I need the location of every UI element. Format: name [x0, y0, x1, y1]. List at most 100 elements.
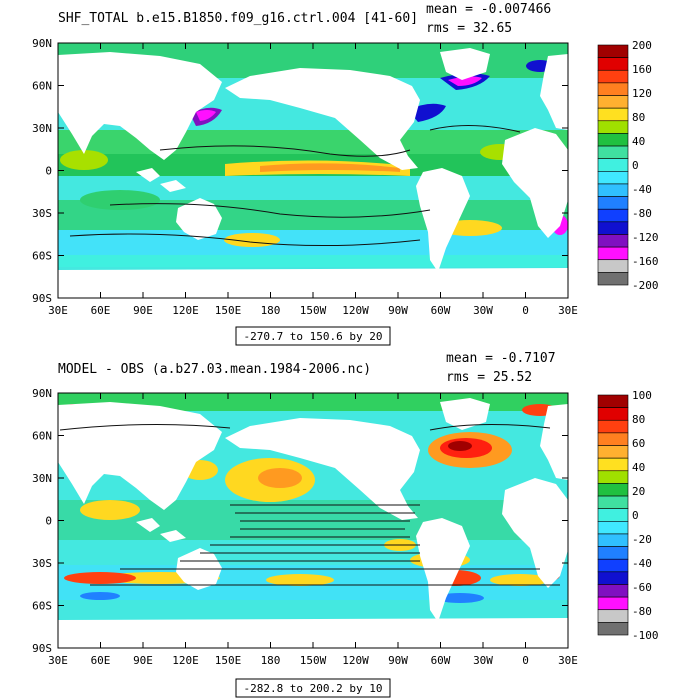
x-tick-label: 120W	[342, 654, 369, 667]
colorbar-swatch	[597, 208, 629, 223]
y-tick-label: 0	[45, 515, 52, 528]
chart-1-axes: 30E 60E 90E 120E 150E 180 150W 120W 90W 60W 30W 0 30…	[32, 37, 578, 317]
chart-2-axes: 30E 60E 90E 120E 150E 180 150W 120W 90W 60W 30W 0 30…	[32, 387, 578, 667]
x-tick-label: 90E	[133, 654, 153, 667]
y-tick-label: 60N	[32, 430, 52, 443]
colorbar-swatch	[597, 495, 629, 509]
colorbar-label: 40	[632, 461, 645, 474]
colorbar-swatch	[597, 183, 629, 197]
colorbar-label: -40	[632, 557, 652, 570]
x-tick-label: 30W	[473, 654, 493, 667]
colorbar-label: -80	[632, 605, 652, 618]
x-tick-label: 150W	[300, 304, 327, 317]
colorbar-label: 160	[632, 63, 652, 76]
x-tick-label: 30W	[473, 304, 493, 317]
colorbar-swatch	[597, 246, 629, 261]
colorbar-label: -160	[632, 255, 659, 268]
colorbar-label: 80	[632, 111, 645, 124]
colorbar-label: 120	[632, 87, 652, 100]
colorbar-swatch	[597, 259, 629, 273]
colorbar-swatch	[597, 82, 629, 96]
chart-2-range-box	[235, 678, 391, 698]
x-tick-label: 150E	[215, 654, 242, 667]
chart-1-map	[58, 43, 568, 298]
x-tick-label: 0	[522, 304, 529, 317]
colorbar-label: 0	[632, 159, 639, 172]
x-tick-label: 150E	[215, 304, 242, 317]
colorbar-swatch	[597, 558, 629, 573]
y-tick-label: 60S	[32, 600, 52, 613]
chart-2-range-text: -282.8 to 200.2 by 10	[243, 682, 382, 695]
colorbar-swatch	[597, 95, 629, 109]
x-tick-label: 30E	[558, 304, 578, 317]
chart-1-colorbar: 200 160 120 80 40 0 -40 -80 -120 -160 -200	[597, 39, 659, 292]
colorbar-swatch	[597, 445, 629, 459]
colorbar-swatch	[597, 407, 629, 421]
colorbar-swatch	[597, 234, 629, 248]
y-tick-label: 90N	[32, 37, 52, 50]
y-tick-label: 30N	[32, 472, 52, 485]
colorbar-label: -60	[632, 581, 652, 594]
colorbar-swatch	[597, 196, 629, 210]
colorbar-swatch	[597, 508, 629, 522]
x-tick-label: 180	[261, 654, 281, 667]
colorbar-swatch	[597, 133, 629, 147]
chart-2-colorbar: 100 80 60 40 20 0 -20 -40 -60 -80 -100	[597, 389, 659, 642]
colorbar-label: -20	[632, 533, 652, 546]
x-tick-label: 60W	[431, 304, 451, 317]
colorbar-swatch	[597, 609, 629, 623]
y-tick-label: 90S	[32, 642, 52, 655]
colorbar-label: 40	[632, 135, 645, 148]
colorbar-swatch	[597, 120, 629, 134]
chart-1-range-box	[235, 326, 391, 346]
colorbar-swatch	[597, 622, 629, 636]
chart-1: SHF_TOTAL b.e15.B1850.f09_g16.ctrl.004 […	[32, 2, 659, 346]
colorbar-swatch	[597, 457, 629, 472]
x-tick-label: 30E	[48, 654, 68, 667]
colorbar-swatch	[597, 546, 629, 560]
x-tick-label: 60E	[91, 654, 111, 667]
colorbar-swatch	[597, 470, 629, 484]
colorbar-swatch	[597, 107, 629, 122]
colorbar-swatch	[597, 533, 629, 547]
y-tick-label: 60N	[32, 80, 52, 93]
colorbar-label: 100	[632, 389, 652, 402]
colorbar-swatch	[597, 145, 629, 159]
colorbar-label: -200	[632, 279, 659, 292]
chart-1-range-text: -270.7 to 150.6 by 20	[243, 330, 382, 343]
chart-1-rms: rms = 32.65	[426, 21, 512, 36]
chart-2-title: MODEL - OBS (a.b27.03.mean.1984-2006.nc)	[58, 362, 371, 377]
colorbar-swatch	[597, 596, 629, 611]
colorbar-label: -120	[632, 231, 659, 244]
colorbar-label: 0	[632, 509, 639, 522]
colorbar-swatch	[597, 158, 629, 172]
colorbar-swatch	[597, 57, 629, 71]
colorbar-swatch	[597, 171, 629, 185]
colorbar-swatch	[597, 419, 629, 434]
y-tick-label: 30S	[32, 557, 52, 570]
x-tick-label: 150W	[300, 654, 327, 667]
x-tick-label: 180	[261, 304, 281, 317]
x-tick-label: 60W	[431, 654, 451, 667]
y-tick-label: 60S	[32, 250, 52, 263]
colorbar-label: -100	[632, 629, 659, 642]
x-tick-label: 90W	[388, 654, 408, 667]
x-tick-label: 120E	[172, 304, 199, 317]
x-tick-label: 60E	[91, 304, 111, 317]
colorbar-label: 20	[632, 485, 645, 498]
y-tick-label: 90N	[32, 387, 52, 400]
colorbar-swatch	[597, 432, 629, 446]
colorbar-swatch	[597, 521, 629, 535]
x-tick-label: 30E	[48, 304, 68, 317]
chart-1-mean: mean = -0.007466	[426, 2, 551, 17]
y-tick-label: 30S	[32, 207, 52, 220]
x-tick-label: 30E	[558, 654, 578, 667]
colorbar-label: 200	[632, 39, 652, 52]
colorbar-swatch	[597, 394, 629, 408]
colorbar-swatch	[597, 272, 629, 286]
chart-2-mean: mean = -0.7107	[446, 351, 556, 366]
y-tick-label: 0	[45, 165, 52, 178]
chart-2-map	[58, 393, 568, 648]
colorbar-swatch	[597, 44, 629, 58]
